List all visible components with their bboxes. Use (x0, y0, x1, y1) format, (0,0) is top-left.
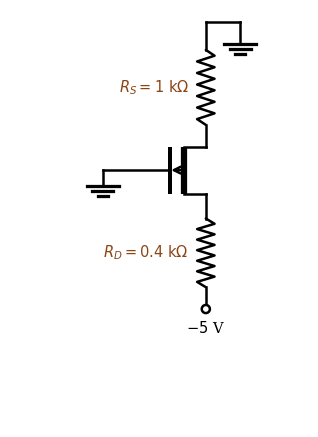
Text: $-5$ V: $-5$ V (186, 320, 225, 336)
Text: $R_D = 0.4\ \mathrm{k\Omega}$: $R_D = 0.4\ \mathrm{k\Omega}$ (103, 243, 189, 262)
Text: $R_S = 1\ \mathrm{k\Omega}$: $R_S = 1\ \mathrm{k\Omega}$ (119, 78, 189, 97)
